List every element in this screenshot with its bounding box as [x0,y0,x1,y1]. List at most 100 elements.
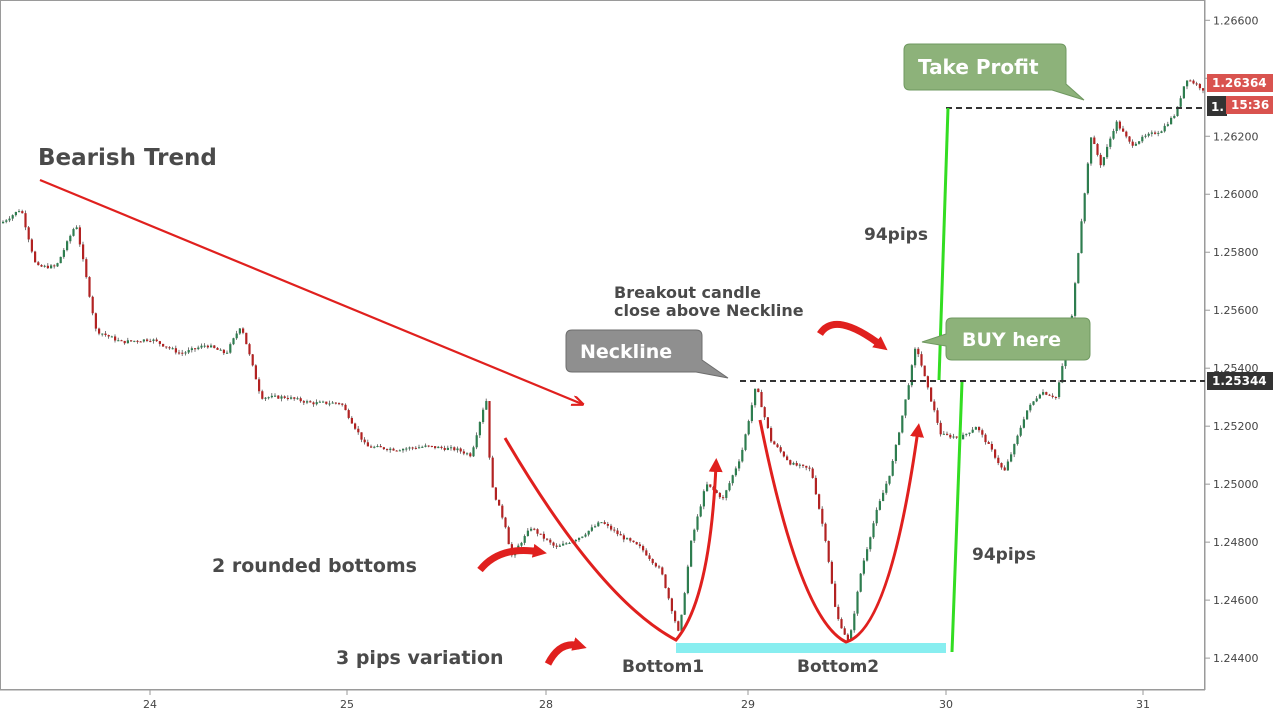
candle [222,349,225,356]
y-tick-label: 1.25600 [1213,304,1259,317]
candle-body [82,244,85,260]
candle [533,527,536,531]
candle [1154,130,1157,135]
candle [197,345,200,351]
candle-body [952,436,955,438]
candle [683,591,686,616]
candle [840,617,843,629]
candle-body [795,462,798,466]
candle-body [821,508,824,524]
candle-body [536,529,539,534]
candle-body [174,348,177,353]
candle [360,432,363,443]
candle [462,449,465,456]
candle-body [459,448,462,452]
candle-body [885,483,888,493]
candle [456,446,459,453]
candle-body [85,259,88,278]
candle-body [267,397,270,399]
candle [1115,120,1118,134]
candle-body [242,328,245,333]
candle-body [779,447,782,452]
candle [984,433,987,445]
candle-body [373,446,376,448]
candle-body [1051,395,1054,397]
candle [1038,393,1041,399]
candle-body [1102,157,1105,166]
candle-body [1109,138,1112,147]
candle-body [1144,135,1147,137]
candle-body [331,402,334,404]
candle-body [120,340,123,342]
x-tick-label: 24 [143,698,157,711]
candle-body [1141,136,1144,142]
candle-body [930,387,933,402]
candle [702,489,705,510]
buy-here-callout-label: BUY here [962,329,1061,351]
pips-variation-pointer [544,637,587,666]
candle-body [133,340,136,342]
candle-body [328,403,331,405]
candle-body [786,456,789,461]
candle [296,396,299,400]
candle [1118,120,1121,131]
y-tick-label: 1.26600 [1213,14,1259,27]
candle [472,445,475,457]
candle [565,542,568,545]
candle-body [494,487,497,500]
candle-body [590,527,593,531]
candle [190,346,193,353]
candle-body [53,265,56,267]
candle-body [728,483,731,491]
candle-body [1176,106,1179,116]
candle [181,349,184,356]
candle-body [344,404,347,411]
candle [1061,363,1064,384]
candle-body [347,410,350,418]
candle-body [629,538,632,541]
candle [987,440,990,445]
candle-body [392,448,395,451]
candle-body [530,528,533,531]
candle [325,401,328,405]
candle-body [427,445,430,447]
candle [907,383,910,401]
candle-body [1010,454,1013,462]
candle [597,520,600,527]
candle [904,399,907,419]
candle-body [594,526,597,528]
candle [347,408,350,420]
candle-body [213,345,216,348]
candle-body [1189,80,1192,82]
candle [254,364,257,380]
candle [942,431,945,435]
candle-body [238,328,241,334]
candle [1080,218,1083,254]
candle [277,395,280,400]
candle [210,343,213,348]
candle [546,538,549,541]
candle [75,225,78,230]
candle [798,463,801,469]
candle [792,461,795,466]
candle-body [376,446,379,448]
candle-body [600,522,603,524]
candle [690,540,693,568]
candle-body [632,540,635,543]
candle [136,340,139,344]
candle-body [738,461,741,469]
candle-body [168,347,171,349]
candle-body [699,506,702,517]
candle-body [504,517,507,528]
bottom2-curve [758,419,924,644]
candle-body [1090,137,1093,164]
candle [226,350,229,355]
bearish-trend-label: Bearish Trend [38,145,217,171]
candle [133,340,136,343]
candle-body [974,427,977,430]
candle-body [261,391,264,399]
candle [619,531,622,536]
candle [1083,192,1086,224]
candle [661,566,664,576]
candle [101,333,104,337]
